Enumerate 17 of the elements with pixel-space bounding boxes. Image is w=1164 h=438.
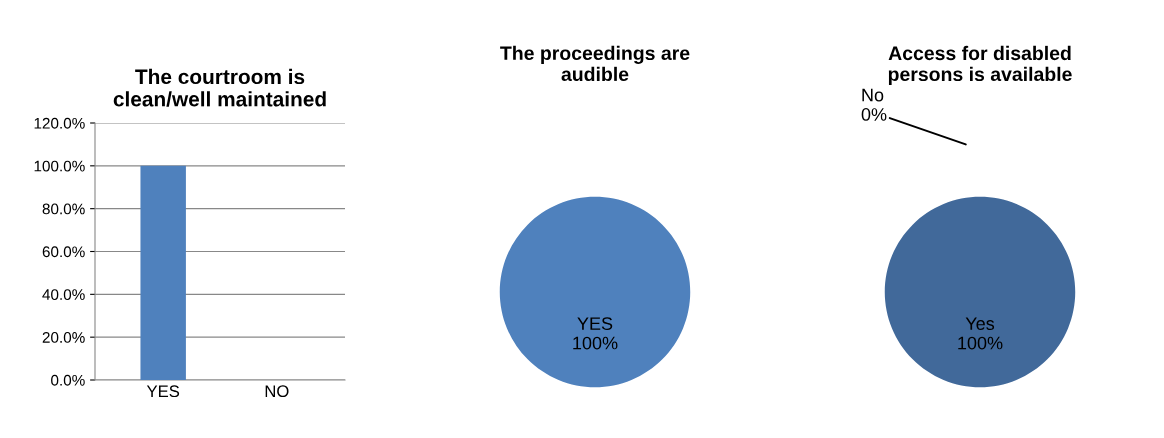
slice-label: YES <box>577 317 613 330</box>
y-tick-label: 100.0% <box>34 160 85 172</box>
x-tick-label: NO <box>265 385 289 398</box>
data-label: 100% <box>573 336 618 350</box>
y-tick-label: 0.0% <box>51 374 85 386</box>
data-label: 100% <box>958 336 1003 350</box>
y-tick-label: 120.0% <box>34 117 85 129</box>
text: 0% <box>861 108 887 121</box>
chart-title: Access for disabled persons is available <box>888 45 1072 85</box>
y-tick-label: 80.0% <box>42 203 85 215</box>
y-tick-label: 60.0% <box>42 246 85 258</box>
y-tick-label: 20.0% <box>42 332 85 343</box>
chart-title: The courtroom is clean/well maintained <box>113 68 326 107</box>
category-label: No <box>862 88 884 102</box>
y-tick-label: 40.0% <box>42 289 85 301</box>
chart-title: The proceedings are audible <box>500 45 690 82</box>
slice-label: Yes <box>965 317 995 330</box>
